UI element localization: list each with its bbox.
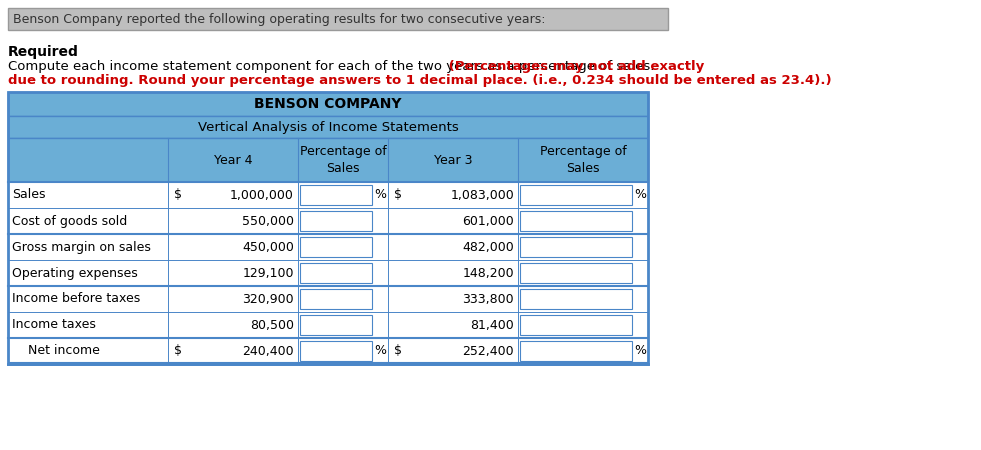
Text: 148,200: 148,200 — [462, 266, 514, 279]
Text: $: $ — [394, 345, 402, 357]
Bar — [8, 234, 648, 260]
Text: Operating expenses: Operating expenses — [12, 266, 137, 279]
Bar — [8, 182, 648, 208]
Text: 129,100: 129,100 — [242, 266, 294, 279]
Text: 450,000: 450,000 — [242, 240, 294, 253]
Bar — [300, 289, 372, 309]
Bar — [8, 312, 648, 338]
Text: 601,000: 601,000 — [462, 215, 514, 228]
Bar — [8, 338, 648, 364]
Text: 80,500: 80,500 — [250, 319, 294, 332]
Bar — [520, 185, 632, 205]
Bar — [300, 341, 372, 361]
Bar — [8, 286, 648, 312]
Bar — [8, 92, 648, 116]
Bar — [8, 138, 648, 182]
Text: %: % — [634, 345, 646, 357]
Bar — [300, 185, 372, 205]
Bar — [520, 263, 632, 283]
Text: 482,000: 482,000 — [462, 240, 514, 253]
Text: Income before taxes: Income before taxes — [12, 292, 140, 306]
Bar — [8, 208, 648, 234]
Text: Sales: Sales — [12, 189, 45, 202]
Bar — [8, 116, 648, 138]
Text: Vertical Analysis of Income Statements: Vertical Analysis of Income Statements — [197, 121, 458, 134]
Bar — [300, 211, 372, 231]
Text: Percentage of
Sales: Percentage of Sales — [540, 145, 627, 175]
Text: $: $ — [174, 189, 182, 202]
Bar — [520, 315, 632, 335]
Text: BENSON COMPANY: BENSON COMPANY — [254, 97, 402, 111]
Bar — [520, 289, 632, 309]
Bar — [8, 92, 648, 364]
Text: %: % — [374, 345, 386, 357]
Text: Year 4: Year 4 — [214, 153, 252, 166]
Text: due to rounding. Round your percentage answers to 1 decimal place. (i.e., 0.234 : due to rounding. Round your percentage a… — [8, 74, 832, 87]
Text: Gross margin on sales: Gross margin on sales — [12, 240, 151, 253]
Text: 81,400: 81,400 — [470, 319, 514, 332]
Text: %: % — [374, 189, 386, 202]
Text: (Percentages may not add exactly: (Percentages may not add exactly — [444, 60, 704, 73]
Bar — [8, 8, 668, 30]
Text: 320,900: 320,900 — [242, 292, 294, 306]
Bar — [520, 341, 632, 361]
Text: Percentage of
Sales: Percentage of Sales — [299, 145, 387, 175]
Text: 333,800: 333,800 — [462, 292, 514, 306]
Text: Net income: Net income — [28, 345, 100, 357]
Text: Year 3: Year 3 — [434, 153, 472, 166]
Bar — [300, 263, 372, 283]
Text: Required: Required — [8, 45, 78, 59]
Bar — [8, 260, 648, 286]
Bar — [520, 237, 632, 257]
Text: $: $ — [174, 345, 182, 357]
Text: Compute each income statement component for each of the two years as a percentag: Compute each income statement component … — [8, 60, 654, 73]
Text: 240,400: 240,400 — [242, 345, 294, 357]
Text: Cost of goods sold: Cost of goods sold — [12, 215, 128, 228]
Text: Benson Company reported the following operating results for two consecutive year: Benson Company reported the following op… — [13, 13, 545, 26]
Bar — [300, 237, 372, 257]
Text: 1,083,000: 1,083,000 — [450, 189, 514, 202]
Text: 252,400: 252,400 — [462, 345, 514, 357]
Bar — [520, 211, 632, 231]
Text: Income taxes: Income taxes — [12, 319, 96, 332]
Text: %: % — [634, 189, 646, 202]
Text: 1,000,000: 1,000,000 — [231, 189, 294, 202]
Text: $: $ — [394, 189, 402, 202]
Bar — [300, 315, 372, 335]
Text: 550,000: 550,000 — [242, 215, 294, 228]
